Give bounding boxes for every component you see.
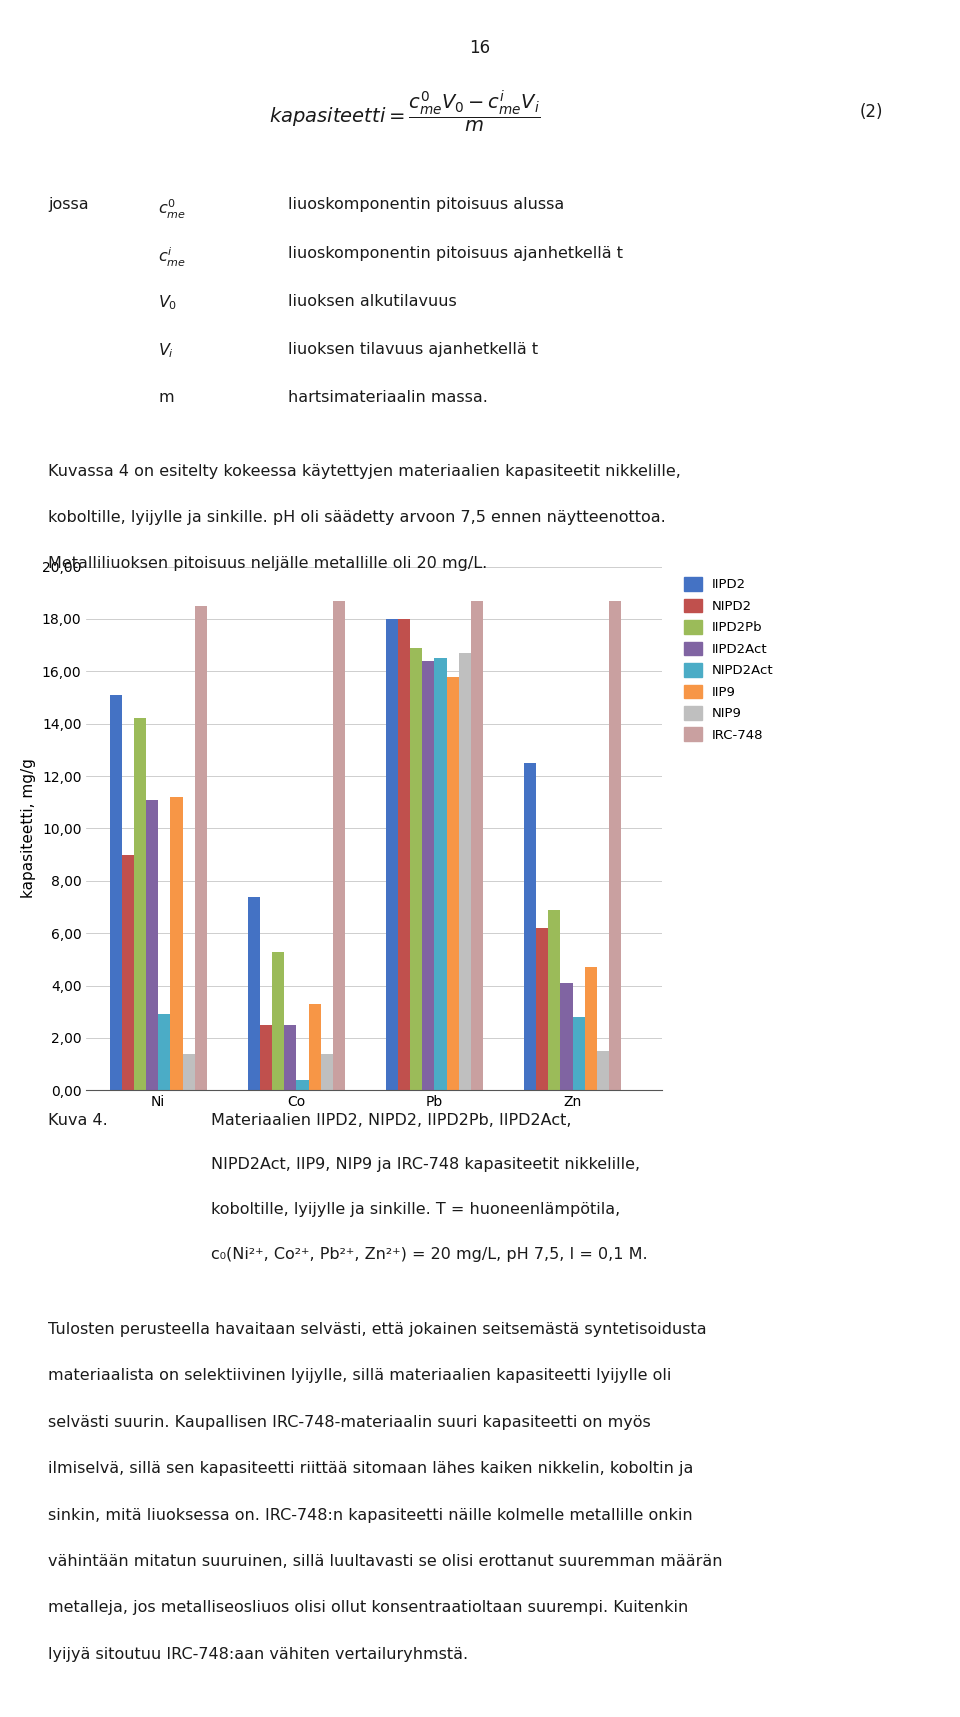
Bar bbox=[170, 797, 182, 1090]
Text: Metalliliuoksen pitoisuus neljälle metallille oli 20 mg/L.: Metalliliuoksen pitoisuus neljälle metal… bbox=[48, 556, 488, 572]
Bar bbox=[109, 695, 122, 1090]
Bar bbox=[297, 1080, 308, 1090]
Bar bbox=[524, 762, 536, 1090]
Text: NIPD2Act, IIP9, NIP9 ja IRC-748 kapasiteetit nikkelille,: NIPD2Act, IIP9, NIP9 ja IRC-748 kapasite… bbox=[211, 1157, 640, 1173]
Text: koboltille, lyijylle ja sinkille. pH oli säädetty arvoon 7,5 ennen näytteenottoa: koboltille, lyijylle ja sinkille. pH oli… bbox=[48, 510, 665, 525]
Text: koboltille, lyijylle ja sinkille. T = huoneenlämpötila,: koboltille, lyijylle ja sinkille. T = hu… bbox=[211, 1202, 620, 1217]
Text: c₀(Ni²⁺, Co²⁺, Pb²⁺, Zn²⁺) = 20 mg/L, pH 7,5, I = 0,1 M.: c₀(Ni²⁺, Co²⁺, Pb²⁺, Zn²⁺) = 20 mg/L, pH… bbox=[211, 1247, 648, 1262]
Bar bbox=[597, 1051, 609, 1090]
Bar bbox=[122, 855, 133, 1090]
Text: selvästi suurin. Kaupallisen IRC-748-materiaalin suuri kapasiteetti on myös: selvästi suurin. Kaupallisen IRC-748-mat… bbox=[48, 1415, 651, 1430]
Text: $V_0$: $V_0$ bbox=[158, 294, 178, 312]
Bar bbox=[321, 1054, 333, 1090]
Text: liuoksen tilavuus ajanhetkellä t: liuoksen tilavuus ajanhetkellä t bbox=[288, 342, 539, 357]
Text: Kuva 4.: Kuva 4. bbox=[48, 1113, 108, 1128]
Bar bbox=[410, 647, 422, 1090]
Bar bbox=[182, 1054, 195, 1090]
Bar bbox=[585, 967, 597, 1090]
Text: hartsimateriaalin massa.: hartsimateriaalin massa. bbox=[288, 390, 488, 405]
Text: materiaalista on selektiivinen lyijylle, sillä materiaalien kapasiteetti lyijyll: materiaalista on selektiivinen lyijylle,… bbox=[48, 1368, 671, 1384]
Text: $V_i$: $V_i$ bbox=[158, 342, 175, 361]
Text: liuoksen alkutilavuus: liuoksen alkutilavuus bbox=[288, 294, 457, 309]
Y-axis label: kapasiteetti, mg/g: kapasiteetti, mg/g bbox=[21, 759, 36, 898]
Bar bbox=[471, 601, 483, 1090]
Bar bbox=[548, 910, 561, 1090]
Bar bbox=[422, 661, 435, 1090]
Bar bbox=[609, 601, 621, 1090]
Bar bbox=[386, 618, 398, 1090]
Text: Kuvassa 4 on esitelty kokeessa käytettyjen materiaalien kapasiteetit nikkelille,: Kuvassa 4 on esitelty kokeessa käytettyj… bbox=[48, 464, 681, 479]
Bar bbox=[536, 927, 548, 1090]
Text: Materiaalien IIPD2, NIPD2, IIPD2Pb, IIPD2Act,: Materiaalien IIPD2, NIPD2, IIPD2Pb, IIPD… bbox=[211, 1113, 572, 1128]
Text: m: m bbox=[158, 390, 174, 405]
Text: liuoskomponentin pitoisuus ajanhetkellä t: liuoskomponentin pitoisuus ajanhetkellä … bbox=[288, 246, 623, 261]
Text: jossa: jossa bbox=[48, 197, 88, 213]
Bar bbox=[572, 1016, 585, 1090]
Bar bbox=[284, 1025, 297, 1090]
Text: $c^{i}_{me}$: $c^{i}_{me}$ bbox=[158, 246, 186, 270]
Bar bbox=[146, 800, 158, 1090]
Bar bbox=[308, 1004, 321, 1090]
Bar bbox=[446, 676, 459, 1090]
Bar bbox=[248, 896, 260, 1090]
Legend: IIPD2, NIPD2, IIPD2Pb, IIPD2Act, NIPD2Act, IIP9, NIP9, IRC-748: IIPD2, NIPD2, IIPD2Pb, IIPD2Act, NIPD2Ac… bbox=[681, 573, 778, 745]
Bar bbox=[260, 1025, 272, 1090]
Bar bbox=[195, 606, 206, 1090]
Bar bbox=[398, 618, 410, 1090]
Bar bbox=[158, 1015, 170, 1090]
Text: sinkin, mitä liuoksessa on. IRC-748:n kapasiteetti näille kolmelle metallille on: sinkin, mitä liuoksessa on. IRC-748:n ka… bbox=[48, 1508, 692, 1523]
Text: Tulosten perusteella havaitaan selvästi, että jokainen seitsemästä syntetisoidus: Tulosten perusteella havaitaan selvästi,… bbox=[48, 1322, 707, 1338]
Bar bbox=[272, 951, 284, 1090]
Bar bbox=[133, 718, 146, 1090]
Text: liuoskomponentin pitoisuus alussa: liuoskomponentin pitoisuus alussa bbox=[288, 197, 564, 213]
Text: $c^{0}_{me}$: $c^{0}_{me}$ bbox=[158, 197, 186, 221]
Bar bbox=[459, 652, 471, 1090]
Bar bbox=[333, 601, 345, 1090]
Text: (2): (2) bbox=[860, 103, 883, 120]
Text: lyijyä sitoutuu IRC-748:aan vähiten vertailuryhmstä.: lyijyä sitoutuu IRC-748:aan vähiten vert… bbox=[48, 1647, 468, 1662]
Text: vähintään mitatun suuruinen, sillä luultavasti se olisi erottanut suuremman määr: vähintään mitatun suuruinen, sillä luult… bbox=[48, 1554, 723, 1569]
Text: metalleja, jos metalliseosliuos olisi ollut konsentraatioltaan suurempi. Kuitenk: metalleja, jos metalliseosliuos olisi ol… bbox=[48, 1600, 688, 1616]
Text: ilmiselvä, sillä sen kapasiteetti riittää sitomaan lähes kaiken nikkelin, kobolt: ilmiselvä, sillä sen kapasiteetti riittä… bbox=[48, 1461, 693, 1477]
Bar bbox=[561, 982, 572, 1090]
Bar bbox=[435, 658, 446, 1090]
Text: 16: 16 bbox=[469, 39, 491, 57]
Text: $\mathit{kapasiteetti} = \dfrac{c^{0}_{me}V_0 - c^{i}_{me}V_i}{m}$: $\mathit{kapasiteetti} = \dfrac{c^{0}_{m… bbox=[269, 89, 540, 134]
